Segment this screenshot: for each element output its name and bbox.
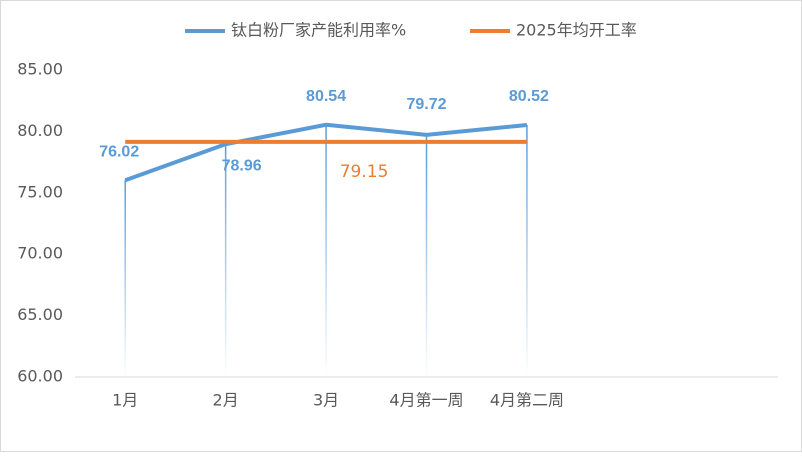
frame bbox=[0, 0, 802, 452]
x-tick-label: 4月第一周 bbox=[389, 391, 463, 410]
data-label: 79.72 bbox=[406, 96, 446, 113]
data-label: 80.52 bbox=[509, 88, 549, 105]
y-tick-label: 65.00 bbox=[17, 305, 63, 324]
y-tick-label: 85.00 bbox=[17, 60, 63, 79]
legend-label: 钛白粉厂家产能利用率% bbox=[231, 21, 406, 40]
data-label: 80.54 bbox=[306, 88, 346, 105]
data-label: 79.15 bbox=[340, 162, 389, 182]
y-tick-label: 75.00 bbox=[17, 182, 63, 201]
x-tick-label: 1月 bbox=[112, 391, 138, 410]
data-label: 76.02 bbox=[99, 143, 139, 160]
x-tick-label: 3月 bbox=[313, 391, 339, 410]
y-tick-label: 60.00 bbox=[17, 367, 63, 386]
x-tick-label: 2月 bbox=[213, 391, 239, 410]
chart: 60.00 65.00 70.00 75.00 80.00 85.00 1月 2月 3月 4月第一… bbox=[0, 0, 802, 452]
data-label: 78.96 bbox=[222, 157, 262, 174]
legend-label: 2025年均开工率 bbox=[516, 21, 637, 40]
x-tick-label: 4月第二周 bbox=[490, 391, 564, 410]
y-tick-label: 80.00 bbox=[17, 121, 63, 140]
y-tick-label: 70.00 bbox=[17, 244, 63, 263]
series-line bbox=[124, 122, 528, 183]
